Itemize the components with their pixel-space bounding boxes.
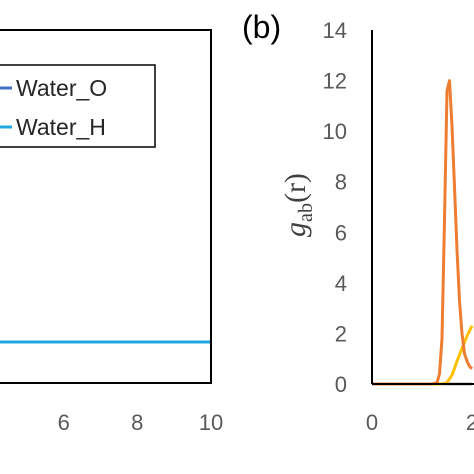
legend-label-water-o: Water_O (16, 75, 107, 101)
panel-b-y-tick-12: 12 (323, 69, 347, 94)
panel-a-x-tick-labels: 6 8 10 (58, 410, 224, 435)
panel-b-series-line-1 (372, 325, 474, 386)
y-label-subscript: ab (295, 203, 317, 222)
y-label-argument: (r) (279, 173, 312, 203)
panel-b-series-lines (372, 79, 474, 386)
panel-a-legend: Water_O Water_H (0, 64, 156, 148)
panel-b-y-tick-8: 8 (335, 170, 347, 195)
panel-b-y-tick-10: 10 (323, 119, 347, 144)
legend-box (0, 64, 156, 148)
y-label-main: g (279, 222, 312, 237)
panel-b-y-tick-14: 14 (323, 18, 347, 43)
legend-label-water-h: Water_H (16, 114, 106, 140)
panel-b-series-line-0 (372, 79, 474, 386)
panel-a-chart: 6 8 10 Water_O Water_H (0, 29, 224, 435)
panel-b-y-tick-2: 2 (335, 321, 347, 346)
panel-b-y-tick-labels: 0 2 4 6 8 10 12 14 (323, 18, 347, 397)
panel-b-y-tick-6: 6 (335, 220, 347, 245)
panel-b-y-axis-label: gab(r) (279, 173, 317, 237)
panel-b-y-tick-4: 4 (335, 271, 347, 296)
panel-a-plot-frame (0, 29, 212, 384)
panel-b-x-tick-2: 2 (466, 410, 474, 435)
panel-a-x-tick-10: 10 (199, 410, 223, 435)
panel-b-label: (b) (242, 9, 281, 45)
panel-a-x-tick-6: 6 (58, 410, 70, 435)
panel-b-y-tick-0: 0 (335, 372, 347, 397)
panel-a-x-tick-8: 8 (131, 410, 143, 435)
panel-b-x-tick-0: 0 (366, 410, 378, 435)
